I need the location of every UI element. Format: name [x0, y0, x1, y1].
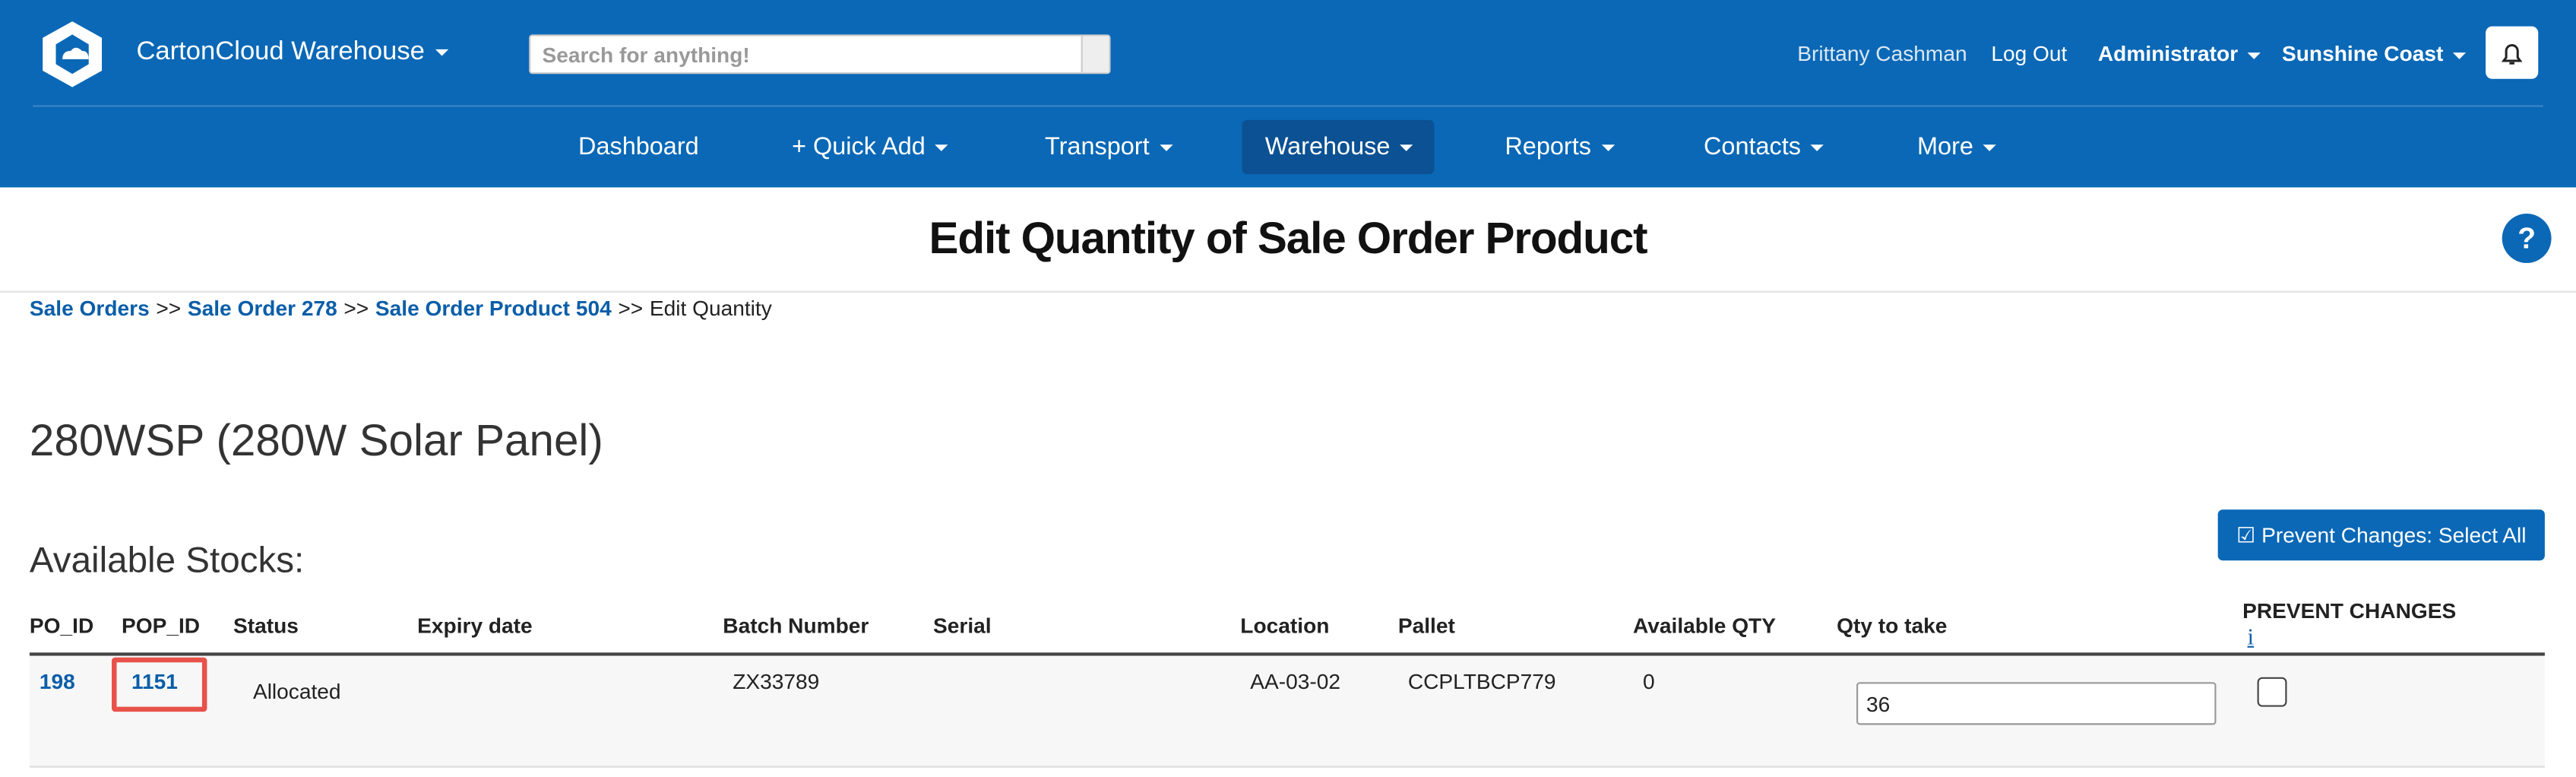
logout[interactable]: Log Out — [1991, 41, 2068, 66]
nav-item[interactable]: More — [1917, 133, 1996, 161]
nav-item[interactable]: Transport — [1045, 133, 1172, 161]
column-header: PREVENT CHANGES — [2242, 598, 2457, 623]
breadcrumb-link[interactable]: Sale Order 278 — [187, 296, 337, 321]
search-placeholder: Search for anything! — [542, 43, 750, 68]
header-rule — [29, 652, 2545, 656]
column-header: Qty to take — [1837, 613, 1948, 638]
nav-item[interactable]: Contacts — [1704, 133, 1824, 161]
role-menu[interactable]: Administrator — [2098, 41, 2261, 65]
help-button[interactable]: ? — [2502, 214, 2552, 263]
role: Administrator — [2097, 41, 2239, 66]
column-header: Batch Number — [723, 613, 869, 638]
product-title: 280WSP (280W Solar Panel) — [29, 415, 603, 465]
cell: ZX33789 — [733, 668, 820, 694]
column-header: Expiry date — [417, 613, 533, 638]
nav-label: + Quick Add — [792, 133, 926, 161]
nav-label: Warehouse — [1264, 133, 1391, 161]
column-header: Location — [1240, 613, 1330, 638]
column-header: Serial — [933, 613, 992, 638]
button-label: Prevent Changes: Select All — [2261, 522, 2527, 547]
search-box[interactable]: Search for anything! — [529, 34, 1111, 75]
logo[interactable] — [40, 20, 105, 89]
qty-value: 36 — [1866, 692, 1891, 717]
breadcrumb-link[interactable]: Sale Orders — [29, 296, 150, 321]
breadcrumb-separator: >> — [343, 296, 369, 321]
highlight-box — [112, 657, 207, 712]
bell-icon — [2501, 44, 2523, 65]
nav-label: Contacts — [1703, 133, 1801, 161]
nav-label: Dashboard — [578, 133, 699, 161]
id-link[interactable]: 1151 — [131, 668, 178, 694]
user-name: Brittany Cashman — [1797, 41, 1967, 66]
breadcrumbs: Sale Orders >> Sale Order 278 >> Sale Order … — [30, 296, 772, 320]
location: Sunshine Coast — [2282, 41, 2444, 66]
cell: Allocated — [252, 678, 341, 704]
breadcrumb-current: Edit Quantity — [649, 296, 772, 321]
search-dropdown[interactable] — [1081, 36, 1109, 73]
nav-label: More — [1917, 133, 1973, 161]
divider — [0, 290, 2576, 293]
cell: CCPLTBCP779 — [1407, 668, 1556, 694]
column-header: Pallet — [1397, 613, 1455, 638]
info-link[interactable]: i — [2247, 626, 2255, 652]
cell: AA-03-02 — [1250, 668, 1341, 694]
nav-item[interactable]: Dashboard — [578, 133, 699, 161]
nav-item[interactable]: Reports — [1505, 133, 1614, 161]
section-title: Available Stocks: — [29, 539, 305, 581]
breadcrumb-link[interactable]: Sale Order Product 504 — [375, 296, 612, 321]
brand[interactable]: CartonCloud Warehouse — [136, 38, 448, 68]
breadcrumb-separator: >> — [156, 296, 182, 321]
qty-input[interactable]: 36 — [1856, 682, 2217, 725]
select-all-button[interactable]: ☑ Prevent Changes: Select All — [2217, 509, 2545, 561]
cell: 0 — [1642, 668, 1655, 694]
column-header: Status — [233, 613, 299, 638]
nav-item[interactable]: Warehouse — [1265, 133, 1413, 161]
column-header: POP_ID — [121, 613, 201, 638]
prevent-checkbox[interactable] — [2257, 677, 2287, 707]
id-link[interactable]: 198 — [39, 668, 75, 694]
nav-label: Transport — [1045, 133, 1150, 161]
brand-text: CartonCloud Warehouse — [136, 37, 425, 66]
notifications[interactable] — [2486, 26, 2539, 79]
column-header: PO_ID — [29, 613, 94, 638]
location-menu[interactable]: Sunshine Coast — [2282, 41, 2467, 65]
divider — [33, 105, 2543, 107]
column-header: Available QTY — [1633, 613, 1776, 638]
breadcrumb-separator: >> — [618, 296, 644, 321]
nav-label: Reports — [1505, 133, 1591, 161]
page-title: Edit Quantity of Sale Order Product — [929, 214, 1648, 263]
nav-item[interactable]: + Quick Add — [792, 133, 948, 161]
